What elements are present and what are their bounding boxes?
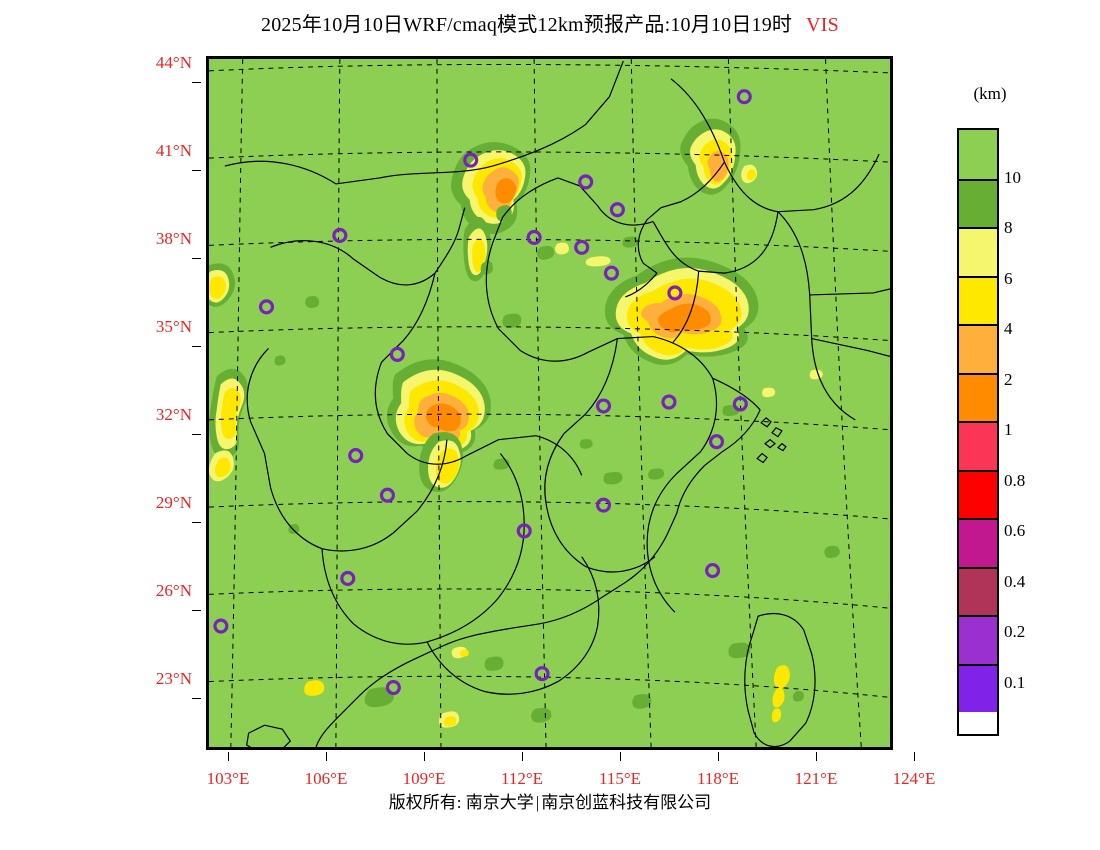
x-axis-label: 103°E: [206, 769, 250, 788]
x-axis-tick: [816, 752, 817, 761]
colorbar-band[interactable]: [959, 372, 997, 421]
footer-company: 南京创蓝科技有限公司: [541, 793, 712, 812]
colorbar-band[interactable]: [959, 130, 997, 179]
x-axis-tick: [424, 752, 425, 761]
colorbar-tick-label: 1: [1004, 420, 1013, 439]
chart-title: 2025年10月10日WRF/cmaq模式12km预报产品:10月10日19时 V…: [0, 8, 1100, 37]
colorbar-band[interactable]: [959, 227, 997, 276]
x-axis-tick: [620, 752, 621, 761]
colorbar-band[interactable]: [959, 178, 997, 227]
y-axis-tick: [192, 610, 201, 611]
y-axis-label: 29°N: [155, 493, 192, 512]
forecast-map[interactable]: [206, 56, 893, 750]
x-axis: 103°E 106°E 109°E 112°E 115°E 118°E 121°E 124°E: [206, 752, 935, 792]
colorbar-band[interactable]: [959, 324, 997, 373]
y-axis-label: 41°N: [155, 141, 192, 160]
colorbar-tick-label: 6: [1004, 268, 1013, 288]
map-canvas: [209, 59, 890, 747]
y-axis-label: 26°N: [155, 581, 192, 600]
station-markers: [213, 89, 752, 696]
x-axis-label: 112°E: [500, 769, 544, 788]
y-axis-label: 44°N: [155, 53, 192, 72]
visibility-field: [209, 118, 840, 728]
colorbar-tick-label: 0.2: [1004, 622, 1026, 641]
y-axis-tick: [192, 82, 201, 83]
footer-separator: |: [535, 793, 540, 812]
y-axis-tick: [192, 434, 201, 435]
colorbar-tick-label: 8: [1004, 218, 1013, 237]
colorbar-tick-labels: 10 8 6 4 2 1 0.8 0.6 0.4 0.2 0.1: [1000, 128, 1090, 736]
x-axis-label: 115°E: [598, 769, 642, 788]
y-axis-tick: [192, 522, 201, 523]
colorbar-tick-label: 0.4: [1004, 571, 1026, 591]
x-axis-label: 118°E: [696, 769, 740, 788]
colorbar-band[interactable]: [959, 663, 997, 712]
colorbar-band[interactable]: [959, 421, 997, 470]
y-axis-tick: [192, 170, 201, 171]
x-axis-label: 124°E: [892, 769, 936, 788]
y-axis-label: 23°N: [155, 669, 192, 688]
footer-credit: 版权所有: 南京大学 | 南京创蓝科技有限公司: [0, 788, 1100, 813]
colorbar-tick-label: 0.6: [1004, 521, 1026, 540]
graticule: [209, 59, 890, 747]
title-main-text: 2025年10月10日WRF/cmaq模式12km预报产品:10月10日19时: [261, 14, 793, 36]
x-axis-label: 121°E: [794, 769, 838, 788]
colorbar-band[interactable]: [959, 469, 997, 518]
colorbar-unit-label: (km): [973, 84, 1007, 103]
y-axis-tick: [192, 346, 201, 347]
colorbar-tick-label: 0.8: [1004, 470, 1026, 490]
x-axis-tick: [914, 752, 915, 761]
y-axis-label: 35°N: [155, 317, 192, 336]
map-background: [209, 59, 890, 747]
colorbar-tick-label: 4: [1004, 319, 1013, 338]
x-axis-tick: [326, 752, 327, 761]
y-axis: 44°N 41°N 38°N 35°N 32°N 29°N 26°N 23°N: [100, 53, 201, 750]
colorbar-band[interactable]: [959, 275, 997, 324]
y-axis-tick: [192, 698, 201, 699]
colorbar-tick-label: 10: [1004, 167, 1021, 187]
y-axis-label: 38°N: [155, 229, 192, 248]
colorbar-band[interactable]: [959, 615, 997, 664]
colorbar[interactable]: [957, 128, 999, 736]
x-axis-tick: [228, 752, 229, 761]
footer-copyright: 版权所有: 南京大学: [388, 793, 534, 812]
colorbar-band[interactable]: [959, 566, 997, 615]
colorbar-band[interactable]: [959, 518, 997, 567]
x-axis-tick: [522, 752, 523, 761]
y-axis-label: 32°N: [155, 405, 192, 424]
colorbar-tick-label: 2: [1004, 369, 1013, 389]
y-axis-tick: [192, 258, 201, 259]
province-boundaries: [224, 60, 890, 747]
x-axis-label: 109°E: [402, 769, 446, 788]
x-axis-tick: [718, 752, 719, 761]
colorbar-tick-label: 0.1: [1004, 672, 1026, 692]
x-axis-label: 106°E: [304, 769, 348, 788]
title-variable-label: VIS: [806, 14, 839, 36]
